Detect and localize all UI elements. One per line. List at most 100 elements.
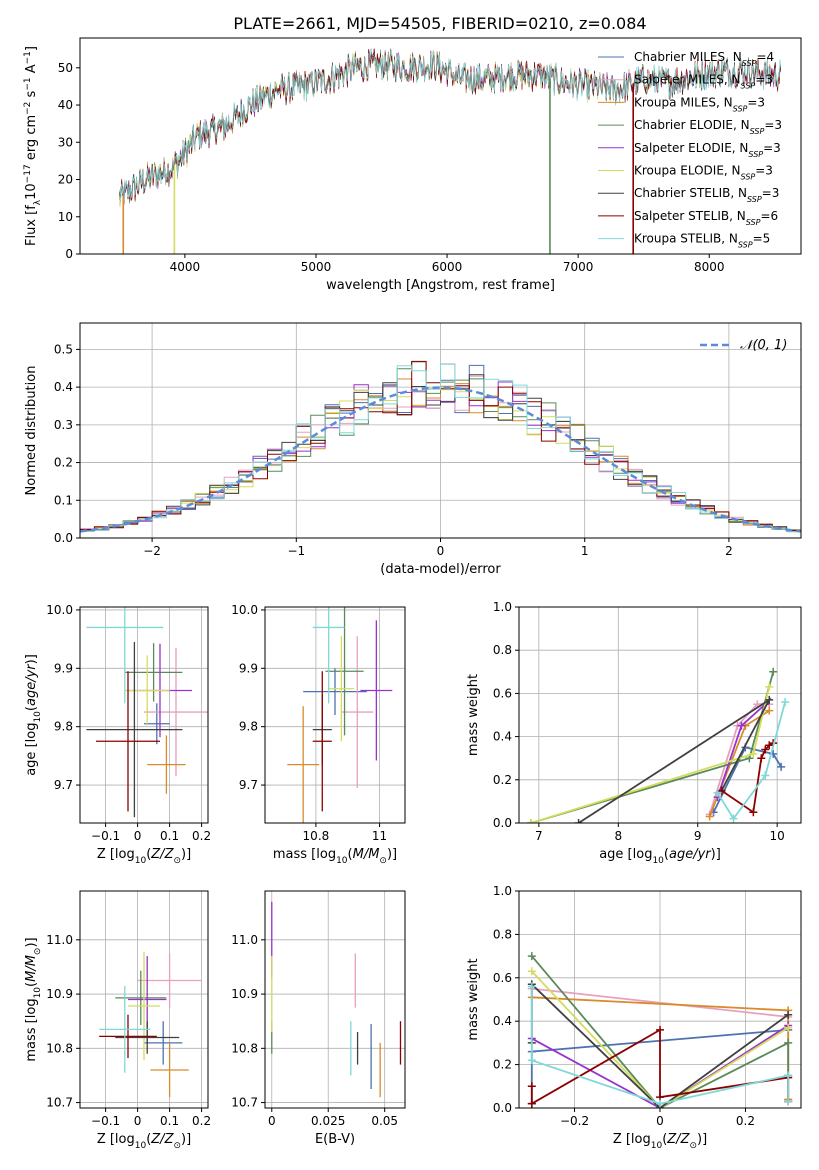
x-tick-label: −0.2 xyxy=(560,1114,589,1128)
weight-marker xyxy=(656,1099,664,1108)
y-tick-label: 1.0 xyxy=(493,600,512,614)
errorbar-point-8 xyxy=(312,671,332,812)
y-tick-label: 10.0 xyxy=(46,603,73,617)
errorbar-point-9 xyxy=(312,607,345,704)
errorbar-point-8 xyxy=(96,671,160,812)
panel-age_vs_mass: 10.8 11 9.7 9.8 9.9 10.0 mass [log10(M/M⊙)] xyxy=(231,603,406,866)
weight-marker xyxy=(749,808,758,817)
weight-line-6 xyxy=(531,970,789,1108)
y-tick-label: 0.0 xyxy=(493,816,512,830)
errorbar-point-2 xyxy=(341,636,374,788)
y-axis-label: mass [log10(M/M⊙)] xyxy=(24,937,43,1061)
y-tick-label: 0.4 xyxy=(493,730,512,744)
x-tick-label: 6000 xyxy=(432,260,463,274)
x-axis-label: Z [log10(Z/Z⊙)] xyxy=(97,847,191,866)
errorbar-point-9 xyxy=(86,607,164,704)
x-axis-label: E(B-V) xyxy=(315,1132,355,1147)
errorbar-point-3 xyxy=(147,735,186,794)
weight-marker xyxy=(777,762,786,771)
y-tick-label: 0.8 xyxy=(493,927,512,941)
chart-panels: 4000 5000 6000 7000 800001020304050wavelengt… xyxy=(23,37,802,1151)
plot-content xyxy=(526,667,790,823)
y-tick-label: 10 xyxy=(58,210,73,224)
weight-marker xyxy=(784,1071,793,1080)
errorbar-point-2 xyxy=(137,953,202,1008)
axes-frame xyxy=(264,890,406,1109)
x-tick-label: 4000 xyxy=(170,260,201,274)
y-tick-label: 0.1 xyxy=(54,493,73,507)
weight-marker xyxy=(757,754,766,763)
y-tick-label: 0.4 xyxy=(54,380,73,394)
weight-marker xyxy=(527,982,536,991)
y-tick-label: 0.0 xyxy=(54,531,73,545)
y-tick-label: 10.8 xyxy=(46,1041,73,1055)
panel-mass_vs_ebv: 0 0.025 0.05 10.7 10.8 10.9 11.0 E(B-V) xyxy=(231,890,406,1147)
weight-marker xyxy=(761,745,770,754)
weight-marker xyxy=(765,695,774,704)
y-tick-label: 0.2 xyxy=(54,456,73,470)
weight-marker xyxy=(656,1025,664,1034)
y-tick-label: 10.7 xyxy=(46,1096,73,1110)
x-tick-label: 0 xyxy=(437,544,445,558)
x-tick-label: 5000 xyxy=(301,260,332,274)
plot-content xyxy=(80,360,801,538)
weight-marker xyxy=(784,1023,793,1032)
x-tick-label: 0.05 xyxy=(371,1114,398,1128)
weight-marker xyxy=(769,667,778,676)
errorbar-point-1 xyxy=(144,703,170,745)
y-tick-label: 10.7 xyxy=(231,1096,258,1110)
y-tick-label: 11.0 xyxy=(231,933,258,947)
y-tick-label: 20 xyxy=(58,173,73,187)
x-tick-label: 2 xyxy=(725,544,733,558)
y-axis-label: mass weight xyxy=(466,958,481,1040)
y-tick-label: 9.9 xyxy=(239,661,258,675)
weight-marker xyxy=(729,814,738,823)
plot-content xyxy=(527,952,793,1108)
weight-marker xyxy=(527,952,536,961)
weight-marker xyxy=(784,1038,793,1047)
x-axis-label: age [log10(age/yr)] xyxy=(599,847,721,866)
weight-marker xyxy=(765,706,774,715)
legend-label: Salpeter MILES, NSSP=3 xyxy=(634,73,773,91)
legend: Chabrier MILES, NSSP=4 Salpeter MILES, NS… xyxy=(598,50,782,249)
legend-label: Chabrier STELIB, NSSP=3 xyxy=(634,186,779,204)
errorbar-point-7 xyxy=(86,642,183,818)
weight-marker xyxy=(781,698,790,707)
plot-content xyxy=(99,951,202,1098)
y-tick-label: 1.0 xyxy=(493,884,512,898)
weight-marker xyxy=(526,819,535,823)
weight-marker xyxy=(527,1056,536,1065)
errorbar-point-6 xyxy=(328,636,355,742)
errorbar-point-3 xyxy=(150,1042,189,1098)
errorbar-point-7 xyxy=(115,1021,180,1054)
weight-marker xyxy=(784,1010,793,1019)
errorbar-point-1 xyxy=(144,1021,183,1065)
x-tick-label: 7 xyxy=(535,829,543,843)
y-tick-label: 9.8 xyxy=(239,720,258,734)
y-tick-label: 0.6 xyxy=(493,686,512,700)
y-tick-label: 10.9 xyxy=(231,987,258,1001)
x-axis-label: wavelength [Angstrom, rest frame] xyxy=(326,278,555,293)
y-axis-label: Flux [fλ10−17 erg cm−2 s−1 A−1] xyxy=(23,46,43,246)
weight-marker xyxy=(749,749,758,758)
x-tick-label: 8 xyxy=(614,829,622,843)
x-tick-label: 0 xyxy=(134,829,142,843)
y-tick-label: 9.7 xyxy=(239,778,258,792)
legend-label: Kroupa STELIB, NSSP=5 xyxy=(634,232,770,250)
weight-marker xyxy=(574,819,583,823)
weight-marker xyxy=(527,1099,536,1108)
errorbar-point-4 xyxy=(325,607,364,736)
errorbar-point-9 xyxy=(99,985,151,1073)
errorbar-point-1 xyxy=(303,668,367,715)
y-tick-label: 10.8 xyxy=(231,1041,258,1055)
x-tick-label: 0.2 xyxy=(192,1114,211,1128)
weight-marker xyxy=(784,1097,793,1106)
x-axis-label: (data-model)/error xyxy=(380,562,501,577)
legend-label: 𝒩(0, 1) xyxy=(740,338,787,353)
legend-label: Salpeter STELIB, NSSP=6 xyxy=(634,209,778,227)
weight-line-5 xyxy=(531,1024,789,1108)
panel-weight_vs_age: 7 8 9 10 0.0 0.2 0.4 0.6 0.8 1.0 age [log10(age/yr… xyxy=(466,600,802,866)
x-tick-label: 0.2 xyxy=(736,1114,755,1128)
plot-area xyxy=(519,607,801,823)
x-axis-label: Z [log10(Z/Z⊙)] xyxy=(613,1132,707,1151)
